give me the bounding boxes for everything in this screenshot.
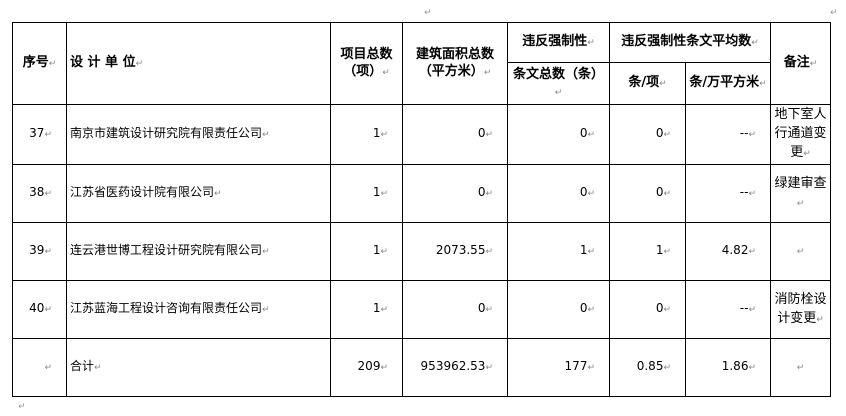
cell-area: 953962.53 xyxy=(402,338,508,397)
header-violation: 违反强制性 xyxy=(507,22,610,63)
cell-remark xyxy=(770,338,831,397)
cell-unit: 合计 xyxy=(66,338,331,397)
cell-per-area: -- xyxy=(685,104,771,165)
table-row: 40江苏蓝海工程设计咨询有限责任公司1000--消防栓设计变更 xyxy=(12,280,831,339)
cell-per-project: 0.85 xyxy=(609,338,686,397)
cell-projects: 209 xyxy=(330,338,403,397)
cell-unit: 连云港世博工程设计研究院有限公司 xyxy=(66,222,331,281)
cell-projects: 1 xyxy=(330,104,403,165)
statistics-table: 序号 设 计 单 位 项目总数（项） 建筑面积总数（平方米） 违反强制性 违反强… xyxy=(12,22,831,397)
header-unit: 设 计 单 位 xyxy=(66,22,331,105)
cell-per-project: 1 xyxy=(609,222,686,281)
cell-projects: 1 xyxy=(330,222,403,281)
header-violation-total: 条文总数（条） xyxy=(507,62,610,105)
header-projects: 项目总数（项） xyxy=(330,22,403,105)
cell-seq: 40 xyxy=(12,280,67,339)
cell-violations: 0 xyxy=(507,164,610,223)
cell-seq xyxy=(12,338,67,397)
table-row: 37南京市建筑设计研究院有限责任公司1000--地下室人行通道变更 xyxy=(12,104,831,165)
cell-projects: 1 xyxy=(330,280,403,339)
cell-per-project: 0 xyxy=(609,104,686,165)
cell-area: 2073.55 xyxy=(402,222,508,281)
cell-area: 0 xyxy=(402,104,508,165)
cell-area: 0 xyxy=(402,280,508,339)
cell-per-area: 4.82 xyxy=(685,222,771,281)
cell-violations: 0 xyxy=(507,104,610,165)
header-per-project: 条/项 xyxy=(609,62,686,105)
total-row: 合计209953962.531770.851.86 xyxy=(12,338,831,397)
header-per-area: 条/万平方米 xyxy=(685,62,771,105)
cell-projects: 1 xyxy=(330,164,403,223)
cell-violations: 1 xyxy=(507,222,610,281)
header-seq: 序号 xyxy=(12,22,67,105)
cell-per-project: 0 xyxy=(609,280,686,339)
cell-unit: 江苏蓝海工程设计咨询有限责任公司 xyxy=(66,280,331,339)
cell-seq: 38 xyxy=(12,164,67,223)
table-row: 38江苏省医药设计院有限公司1000--绿建审查 xyxy=(12,164,831,223)
cell-per-project: 0 xyxy=(609,164,686,223)
cell-seq: 39 xyxy=(12,222,67,281)
cell-violations: 0 xyxy=(507,280,610,339)
cell-seq: 37 xyxy=(12,104,67,165)
cell-violations: 177 xyxy=(507,338,610,397)
cell-remark: 消防栓设计变更 xyxy=(770,280,831,339)
cell-per-area: -- xyxy=(685,280,771,339)
cell-per-area: 1.86 xyxy=(685,338,771,397)
cell-unit: 南京市建筑设计研究院有限责任公司 xyxy=(66,104,331,165)
cell-remark: 绿建审查 xyxy=(770,164,831,223)
table-row: 39连云港世博工程设计研究院有限公司12073.55114.82 xyxy=(12,222,831,281)
cell-remark xyxy=(770,222,831,281)
cell-unit: 江苏省医药设计院有限公司 xyxy=(66,164,331,223)
cell-area: 0 xyxy=(402,164,508,223)
cell-per-area: -- xyxy=(685,164,771,223)
header-remark: 备注 xyxy=(770,22,831,105)
header-area: 建筑面积总数（平方米） xyxy=(402,22,508,105)
cell-remark: 地下室人行通道变更 xyxy=(770,104,831,165)
header-avg: 违反强制性条文平均数 xyxy=(609,22,771,63)
